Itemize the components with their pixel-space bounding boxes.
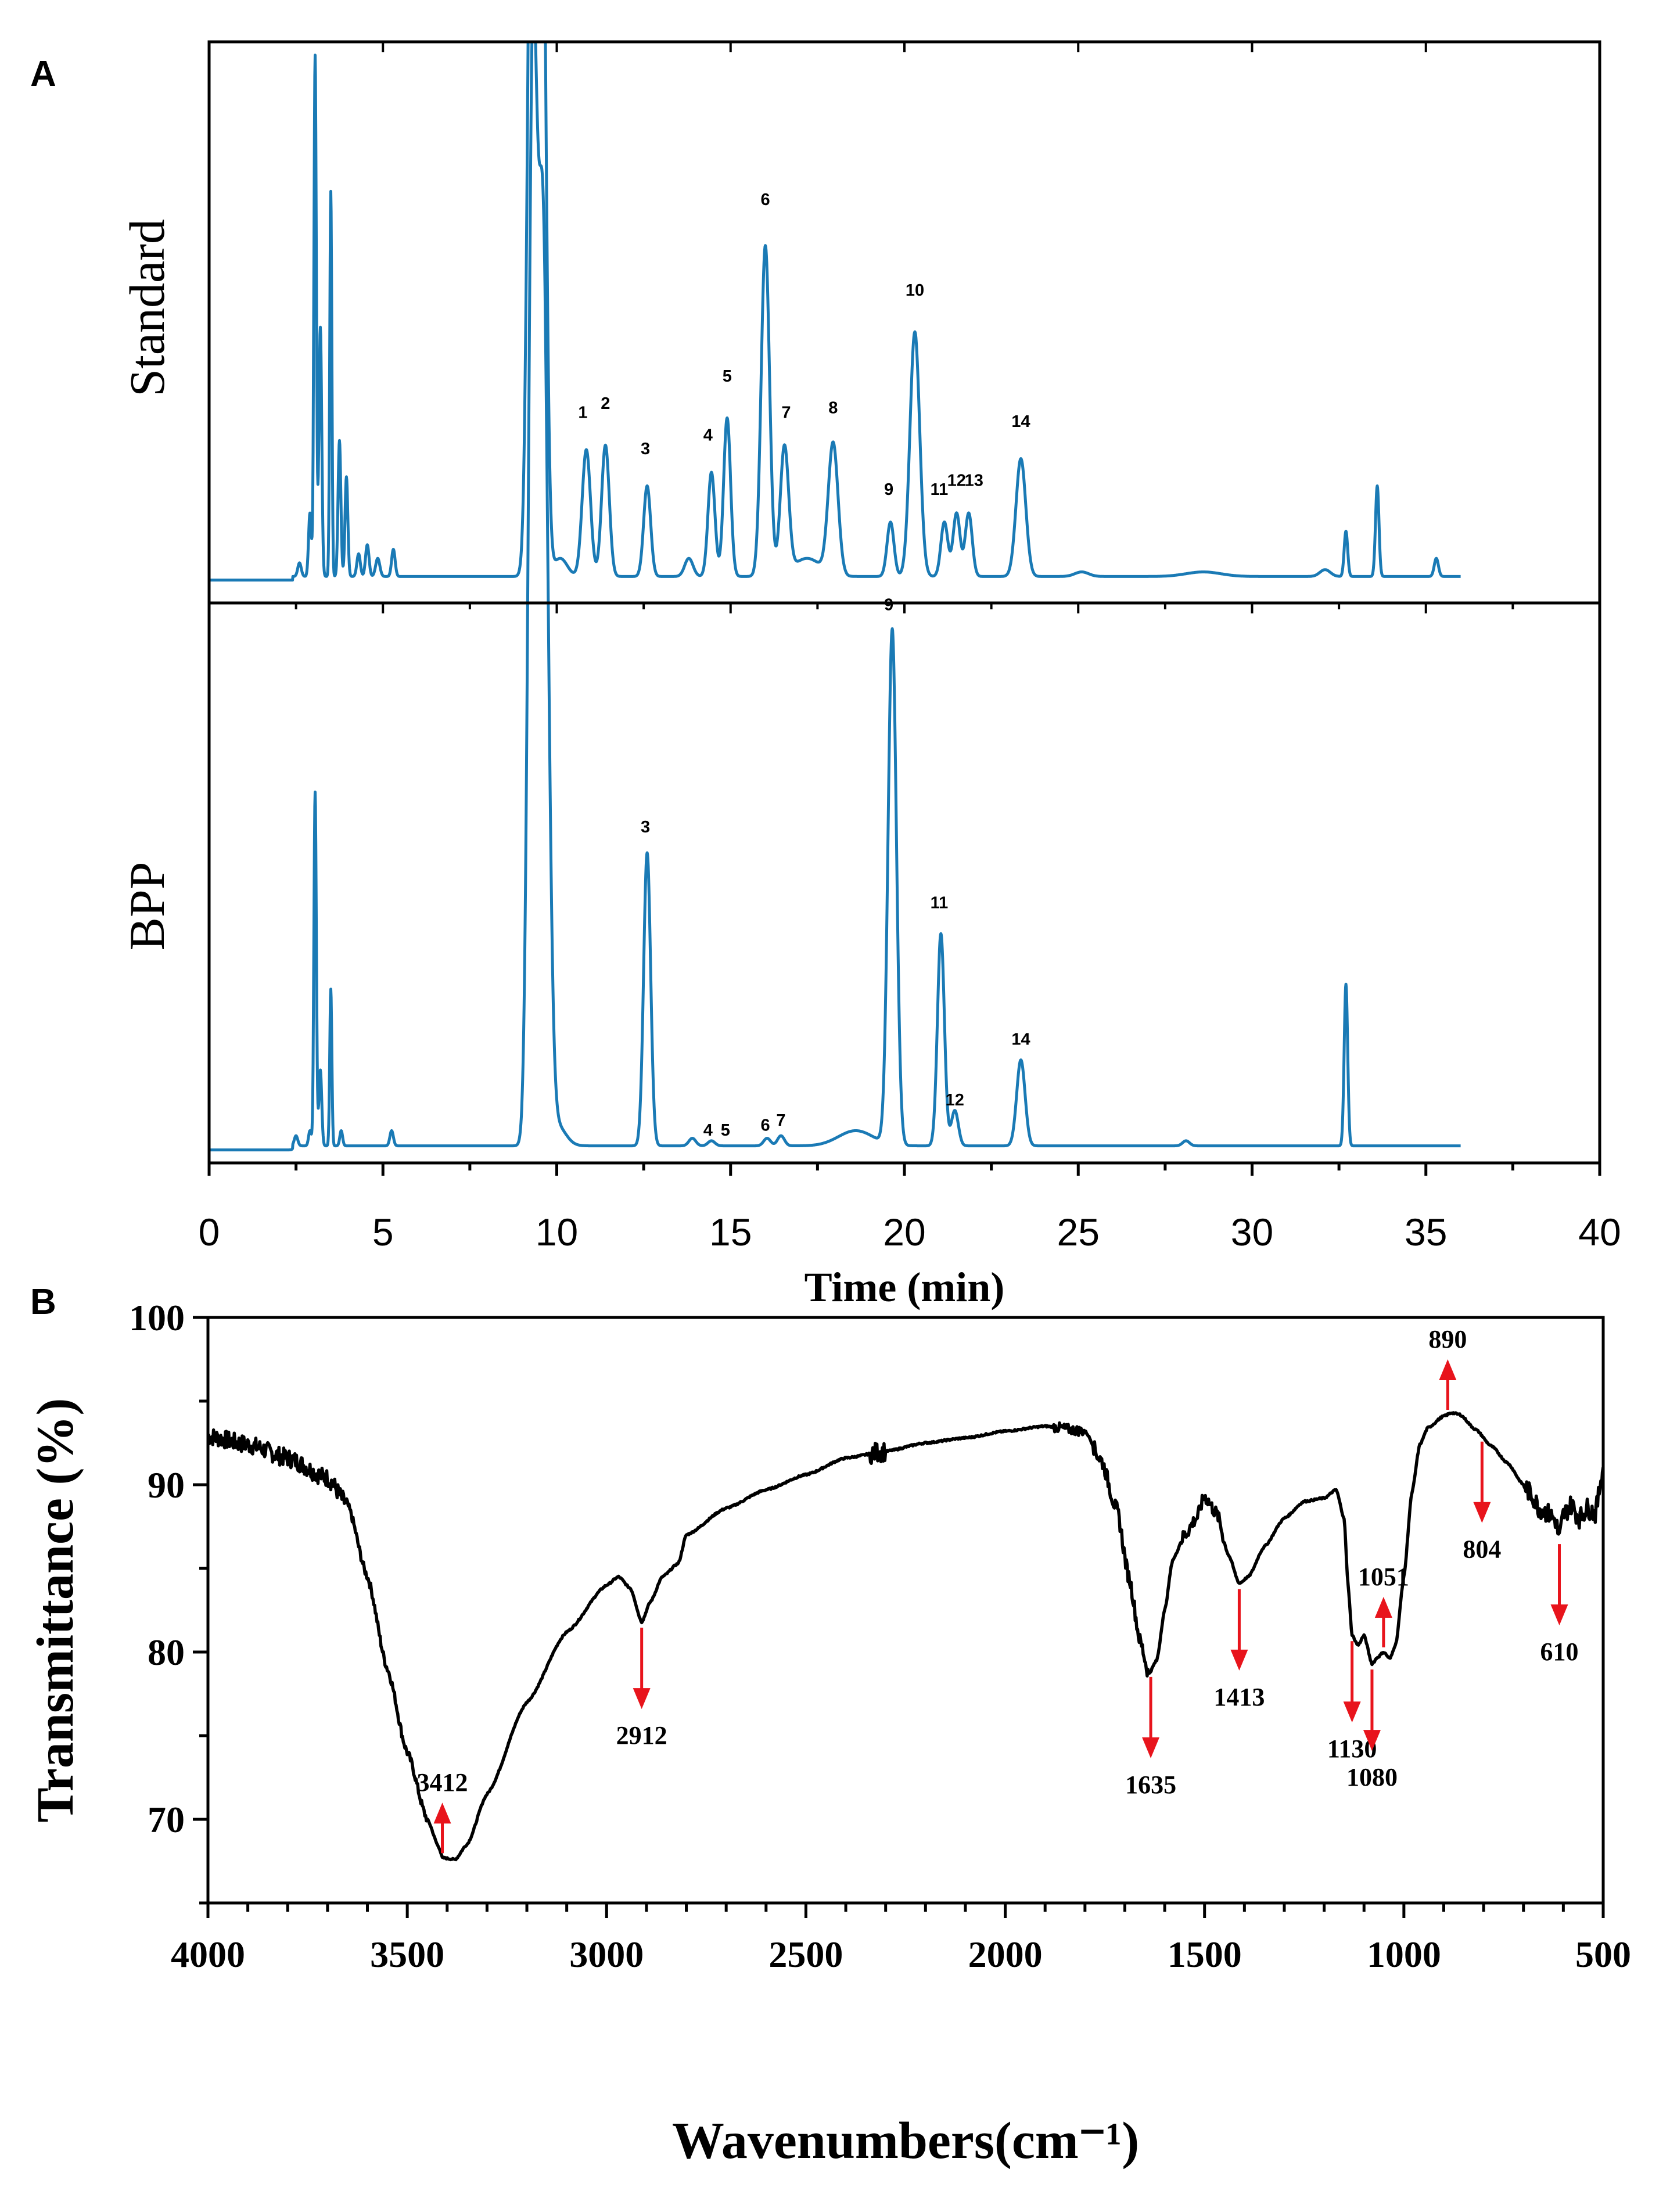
x-tick-label-a: 0 [199,1211,220,1254]
annotation-1080: 1080 [1346,1669,1398,1791]
panel-b-label: B [30,1282,56,1322]
annotation-610: 610 [1540,1544,1579,1666]
peak-label-standard-1: 1 [578,403,587,422]
x-tick-label-b: 4000 [171,1934,245,1975]
annotation-label: 3412 [417,1768,468,1797]
panel-b-x-axis-title: Wavenumbers(cm⁻¹) [672,2112,1139,2170]
annotation-1051: 1051 [1358,1563,1409,1647]
annotation-3412: 3412 [417,1768,468,1854]
annotation-label: 1051 [1358,1563,1409,1591]
x-tick-label-b: 1500 [1168,1934,1242,1975]
panel-a-label: A [30,54,56,94]
standard-label: Standard [119,219,175,397]
x-tick-label-a: 15 [709,1211,752,1254]
peak-label-bpp-3: 3 [641,818,650,836]
annotation-label: 1635 [1125,1771,1176,1799]
annotation-2912: 2912 [616,1628,667,1750]
annotation-arrow-head [1374,1597,1392,1618]
x-tick-label-b: 500 [1575,1934,1631,1975]
x-tick-label-b: 2000 [968,1934,1043,1975]
annotation-arrow-head [1363,1730,1381,1751]
annotation-label: 890 [1428,1325,1467,1353]
peak-label-standard-2: 2 [601,394,610,413]
x-tick-label-a: 25 [1057,1211,1100,1254]
peak-label-standard-3: 3 [641,440,650,458]
x-tick-label-a: 30 [1231,1211,1273,1254]
annotation-804: 804 [1463,1441,1501,1564]
annotation-label: 2912 [616,1721,667,1750]
annotation-arrow-head [1439,1359,1457,1381]
y-tick-label-b: 70 [148,1799,185,1840]
annotation-label: 1080 [1346,1763,1398,1791]
peak-label-standard-10: 10 [906,281,924,300]
annotation-890: 890 [1428,1325,1467,1410]
annotation-arrow-head [1142,1737,1160,1758]
x-tick-label-a: 5 [372,1211,394,1254]
peak-label-standard-8: 8 [828,399,838,418]
peak-label-bpp-14: 14 [1011,1030,1030,1049]
panel-b-frame [206,1316,1605,1905]
peak-label-standard-7: 7 [781,403,791,422]
x-tick-label-a: 40 [1578,1211,1621,1254]
peak-label-bpp-6: 6 [761,1116,770,1135]
peak-label-standard-9: 9 [884,480,893,499]
y-tick-label-b: 100 [129,1297,185,1338]
peak-label-bpp-7: 7 [776,1111,785,1130]
peak-label-bpp-11: 11 [931,894,949,913]
annotation-label: 804 [1463,1535,1501,1564]
peak-label-standard-11: 11 [931,480,949,499]
peak-label-standard-6: 6 [761,191,770,209]
annotation-arrow-head [1343,1701,1361,1723]
bpp-label: BPP [119,861,175,950]
annotation-arrow-head [1473,1502,1491,1523]
peak-label-standard-14: 14 [1011,412,1030,431]
x-tick-label-a: 10 [536,1211,578,1254]
peak-label-standard-13: 13 [965,471,983,490]
peak-label-standard-4: 4 [703,426,713,444]
annotation-arrow-head [1230,1649,1248,1671]
peak-label-bpp-5: 5 [721,1121,730,1140]
peak-label-standard-5: 5 [723,367,732,386]
annotation-1635: 1635 [1125,1676,1176,1799]
annotation-label: 610 [1540,1638,1579,1666]
annotation-label: 1413 [1213,1683,1265,1711]
panel-b-y-axis-title: Transmittance (%) [27,1398,84,1823]
x-tick-label-a: 35 [1405,1211,1447,1254]
y-tick-label-b: 90 [148,1464,185,1506]
x-tick-label-b: 1000 [1367,1934,1441,1975]
annotation-arrow-head [433,1802,451,1824]
ftir-spectrum-line [208,1411,1603,1862]
x-tick-label-b: 2500 [768,1934,843,1975]
annotation-arrow-head [633,1688,651,1710]
trace-standard [209,42,1462,582]
peak-label-standard-12: 12 [947,471,966,490]
annotation-arrow-head [1550,1604,1568,1626]
y-tick-label-b: 80 [148,1632,185,1673]
trace-bpp [209,42,1462,1152]
panel-a-x-axis-title: Time (min) [805,1264,1005,1310]
annotation-1413: 1413 [1213,1589,1265,1711]
peak-label-bpp-4: 4 [703,1121,713,1140]
peak-label-bpp-9: 9 [884,595,893,614]
x-tick-label-b: 3500 [370,1934,444,1975]
x-tick-label-a: 20 [883,1211,925,1254]
x-tick-label-b: 3000 [569,1934,644,1975]
peak-label-bpp-12: 12 [946,1091,964,1109]
